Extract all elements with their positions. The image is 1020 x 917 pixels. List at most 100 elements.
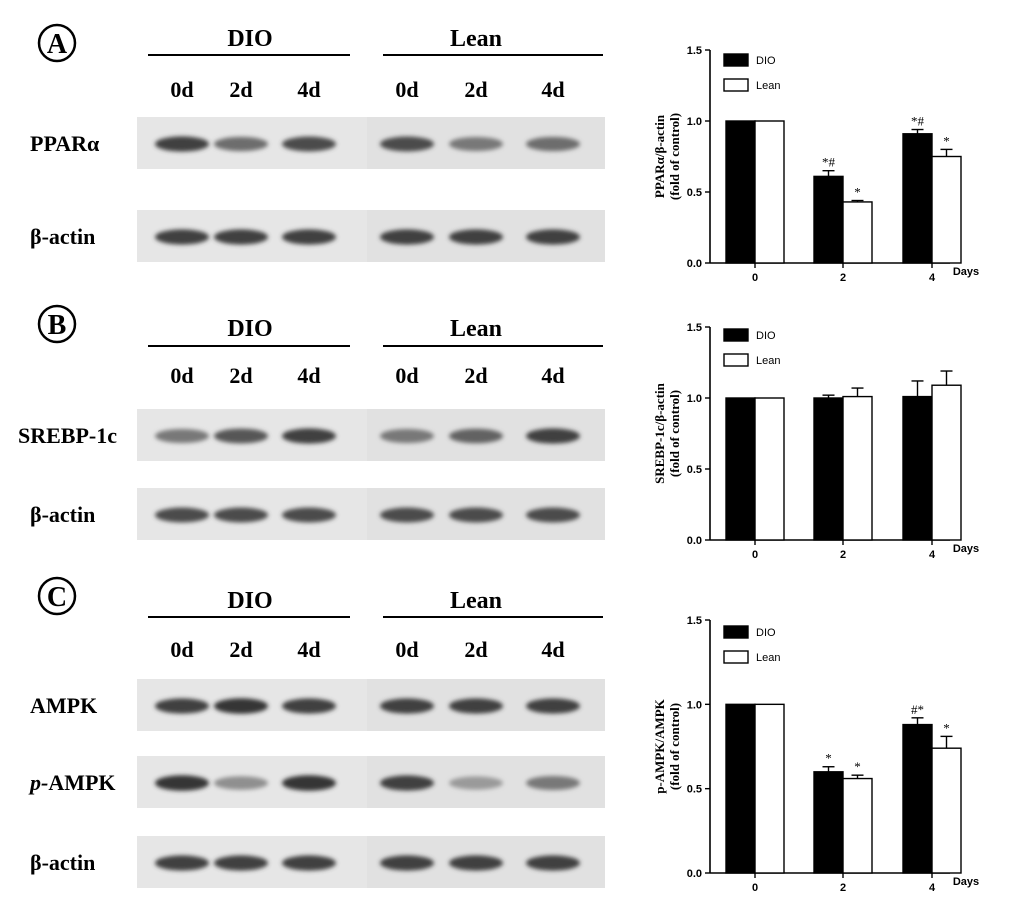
group-label-lean: Lean xyxy=(450,588,502,614)
row-label-text: β-actin xyxy=(30,850,95,875)
legend-swatch-lean xyxy=(723,78,749,92)
x-tick-label: 0 xyxy=(752,882,758,894)
blot-band xyxy=(449,776,503,790)
bar-dio-2 xyxy=(813,175,844,264)
x-tick-label: 4 xyxy=(929,549,936,561)
lane-label: 4d xyxy=(541,363,564,388)
bar-dio-4 xyxy=(902,395,933,541)
group-label-lean: Lean xyxy=(450,316,502,342)
lane-label: 2d xyxy=(464,77,487,102)
blot-band xyxy=(214,229,268,245)
blot-band xyxy=(380,136,434,152)
blot-panel-a: A DIO Lean 0d 2d 4d 0d 2d 4d PPARα β-actin xyxy=(30,23,605,262)
y-axis-label: (fold of control) xyxy=(667,703,682,790)
blot-band xyxy=(214,698,268,714)
x-tick-label: 4 xyxy=(929,272,936,284)
panel-letter: B xyxy=(48,310,67,341)
bar-lean-0 xyxy=(754,703,785,874)
y-axis-label: p-AMPK/AMPK xyxy=(652,698,667,793)
bar-dio-2 xyxy=(813,397,844,541)
significance-marker: * xyxy=(943,133,950,148)
y-tick-label: 1.0 xyxy=(687,116,702,128)
lane-label: 0d xyxy=(395,77,418,102)
bar-lean-4 xyxy=(931,155,962,264)
bar-lean-4 xyxy=(931,384,962,541)
legend-swatch-lean xyxy=(723,650,749,664)
blot-band xyxy=(155,855,209,871)
row-label-text: PPARα xyxy=(30,131,100,156)
lane-label: 4d xyxy=(297,77,320,102)
lane-label: 4d xyxy=(541,637,564,662)
blot-band xyxy=(282,507,336,523)
x-tick-label: 2 xyxy=(840,272,846,284)
blot-band xyxy=(526,229,580,245)
blot-band xyxy=(449,428,503,444)
blot-band xyxy=(155,136,209,152)
bar-dio-2 xyxy=(813,771,844,874)
blot-band xyxy=(155,229,209,245)
y-tick-label: 0.5 xyxy=(687,464,702,476)
bar-lean-4 xyxy=(931,747,962,874)
blot-row--actin: β-actin xyxy=(30,836,605,888)
blot-band xyxy=(282,698,336,714)
lane-label: 4d xyxy=(297,637,320,662)
significance-marker: *# xyxy=(822,155,836,170)
blot-band xyxy=(380,229,434,245)
blot-band xyxy=(155,507,209,523)
blot-band xyxy=(449,855,503,871)
blot-band xyxy=(526,855,580,871)
bar-dio-0 xyxy=(725,397,756,541)
blot-band xyxy=(282,428,336,444)
blot-band xyxy=(380,429,434,443)
blot-band xyxy=(449,137,503,151)
blot-band xyxy=(282,229,336,245)
blot-band xyxy=(214,507,268,523)
lane-label: 0d xyxy=(170,637,193,662)
blot-band xyxy=(214,855,268,871)
bar-lean-0 xyxy=(754,120,785,264)
blot-row-srebp-1c: SREBP-1c xyxy=(18,409,605,461)
panel-letter: C xyxy=(47,582,67,613)
y-tick-label: 1.0 xyxy=(687,699,702,711)
blot-band xyxy=(380,855,434,871)
blot-band xyxy=(380,698,434,714)
blot-band xyxy=(214,776,268,790)
lane-label: 2d xyxy=(464,637,487,662)
y-tick-label: 0.5 xyxy=(687,784,702,796)
y-axis-label: (fold of control) xyxy=(667,390,682,477)
blot-band xyxy=(155,429,209,443)
blot-row-label: p-AMPK xyxy=(28,770,116,795)
blot-band xyxy=(526,136,580,152)
x-axis-label: Days xyxy=(953,266,979,278)
bar-lean-2 xyxy=(842,201,873,264)
blot-band xyxy=(526,698,580,714)
row-label-text: β-actin xyxy=(30,502,95,527)
western-blots: A DIO Lean 0d 2d 4d 0d 2d 4d PPARα β-actin B DIO Lean… xyxy=(18,23,605,888)
blot-band xyxy=(449,698,503,714)
panel-letter-circle xyxy=(37,576,77,616)
y-tick-label: 1.5 xyxy=(687,615,702,627)
blot-band xyxy=(214,136,268,152)
group-label-dio: DIO xyxy=(227,26,272,52)
significance-marker: * xyxy=(825,751,832,766)
blot-panel-b: B DIO Lean 0d 2d 4d 0d 2d 4d SREBP-1c β-actin xyxy=(18,304,605,540)
bar-dio-0 xyxy=(725,703,756,874)
blot-band xyxy=(380,775,434,791)
blot-band xyxy=(526,507,580,523)
row-label-text: AMPK xyxy=(30,693,97,718)
blot-row-label: AMPK xyxy=(30,693,97,718)
blot-band xyxy=(282,136,336,152)
blot-band xyxy=(449,507,503,523)
x-axis-label: Days xyxy=(953,876,979,888)
legend-swatch-dio xyxy=(723,625,749,639)
legend-label-dio: DIO xyxy=(756,55,776,67)
x-tick-label: 2 xyxy=(840,549,846,561)
row-label-prefix: p- xyxy=(28,770,48,795)
legend-label-lean: Lean xyxy=(756,80,780,92)
bar-lean-2 xyxy=(842,395,873,541)
y-axis-label: PPARα/β-actin xyxy=(652,114,667,198)
lane-label: 2d xyxy=(464,363,487,388)
significance-marker: * xyxy=(943,720,950,735)
